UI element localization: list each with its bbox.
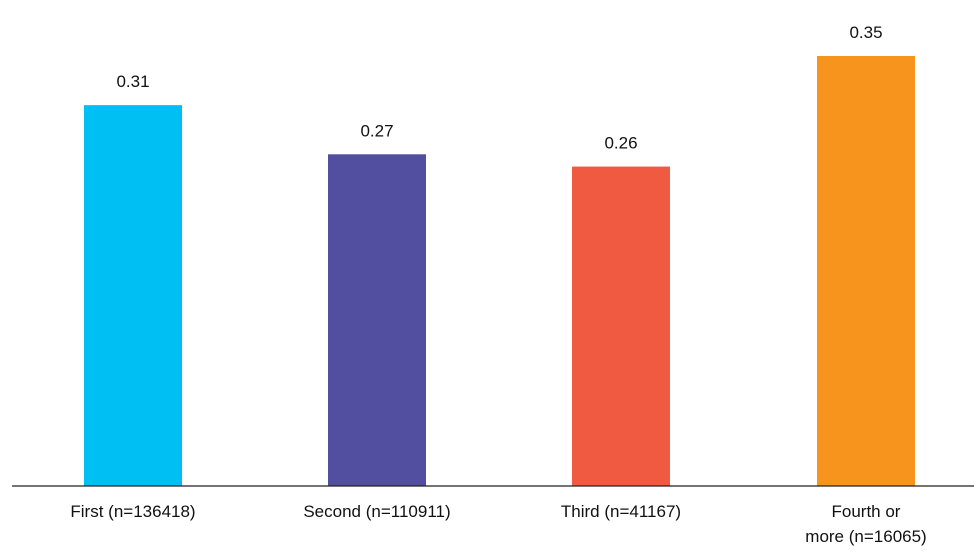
value-label-2: 0.27: [360, 121, 393, 140]
bar-1: [84, 105, 182, 487]
bars-layer: [84, 56, 915, 487]
category-label-1: First (n=136418): [70, 502, 195, 521]
bar-3: [572, 166, 670, 487]
value-label-4: 0.35: [849, 23, 882, 42]
value-label-3: 0.26: [604, 134, 637, 153]
value-label-1: 0.31: [116, 72, 149, 91]
category-label-4-line-2: more (n=16065): [805, 527, 926, 546]
value-labels-layer: 0.31 0.27 0.26 0.35: [116, 23, 882, 153]
category-label-2: Second (n=110911): [303, 502, 450, 521]
bar-2: [328, 154, 426, 487]
category-label-3: Third (n=41167): [561, 502, 681, 521]
category-labels-layer: First (n=136418) Second (n=110911) Third (…: [70, 502, 926, 546]
category-label-4-line-1: Fourth or: [832, 502, 901, 521]
bar-4: [817, 56, 915, 486]
